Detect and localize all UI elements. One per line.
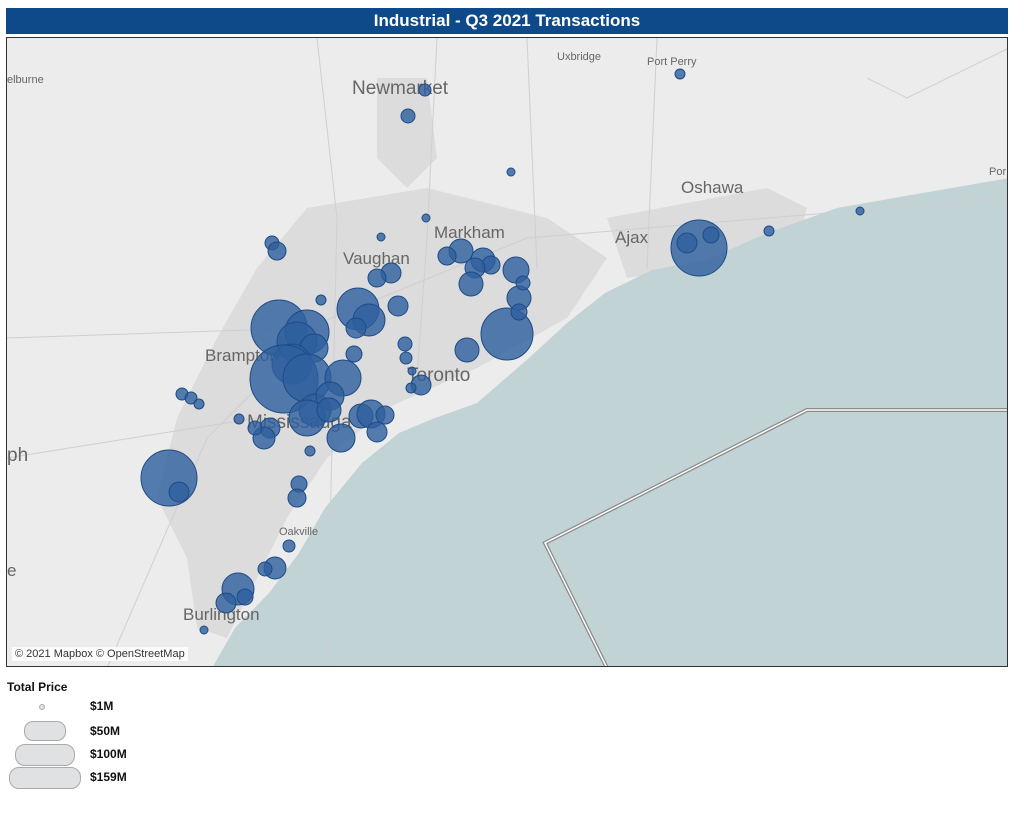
transaction-bubble[interactable]	[506, 167, 516, 177]
transaction-bubble[interactable]	[199, 625, 209, 635]
label-west: e	[7, 561, 16, 580]
transaction-bubble[interactable]	[387, 295, 409, 317]
label-oakville: Oakville	[279, 526, 318, 538]
transaction-bubble[interactable]	[282, 539, 296, 553]
transaction-bubble[interactable]	[304, 445, 316, 457]
legend-item: $100M	[7, 744, 207, 767]
transaction-bubble[interactable]	[366, 421, 388, 443]
transaction-bubble[interactable]	[515, 275, 531, 291]
transaction-bubble[interactable]	[763, 225, 775, 237]
legend-item: $1M	[7, 698, 207, 721]
legend-item: $50M	[7, 721, 207, 744]
lake-ontario	[213, 178, 1007, 666]
transaction-bubble[interactable]	[454, 337, 480, 363]
legend-title: Total Price	[7, 680, 68, 694]
transaction-bubble[interactable]	[418, 83, 432, 97]
transaction-bubble[interactable]	[674, 68, 686, 80]
transaction-bubble[interactable]	[367, 268, 387, 288]
transaction-bubble[interactable]	[376, 232, 386, 242]
transaction-bubble[interactable]	[168, 481, 190, 503]
transaction-bubble[interactable]	[326, 423, 356, 453]
legend-symbol-1m	[39, 704, 45, 710]
map-attribution[interactable]: © 2021 Mapbox © OpenStreetMap	[12, 647, 188, 661]
map-title: Industrial - Q3 2021 Transactions	[6, 8, 1008, 34]
label-uxbridge: Uxbridge	[557, 51, 601, 63]
transaction-bubble[interactable]	[437, 246, 457, 266]
transaction-bubble[interactable]	[184, 391, 198, 405]
transaction-bubble[interactable]	[421, 213, 431, 223]
transaction-bubble[interactable]	[397, 336, 413, 352]
label-port: Por	[989, 166, 1006, 178]
transaction-bubble[interactable]	[215, 592, 237, 614]
transaction-bubble[interactable]	[405, 382, 417, 394]
transaction-bubble[interactable]	[345, 317, 367, 339]
label-oshawa: Oshawa	[681, 178, 744, 197]
transaction-bubble[interactable]	[345, 345, 363, 363]
transaction-bubble[interactable]	[236, 588, 254, 606]
transaction-bubble[interactable]	[140, 449, 198, 507]
transaction-bubble[interactable]	[510, 303, 528, 321]
transaction-bubble[interactable]	[480, 307, 534, 361]
transaction-bubble[interactable]	[676, 232, 698, 254]
legend-symbol-100m	[15, 744, 75, 766]
transaction-bubble[interactable]	[702, 226, 720, 244]
transaction-bubble[interactable]	[375, 405, 395, 425]
transaction-bubble[interactable]	[855, 206, 865, 216]
transaction-bubbles[interactable]	[140, 68, 865, 635]
transaction-bubble[interactable]	[400, 108, 416, 124]
transaction-bubble[interactable]	[287, 488, 307, 508]
transaction-bubble[interactable]	[458, 271, 484, 297]
legend-label: $1M	[90, 699, 114, 713]
transaction-bubble[interactable]	[316, 397, 342, 423]
label-shelburne: elburne	[7, 74, 44, 86]
transaction-bubble[interactable]	[267, 241, 287, 261]
label-markham: Markham	[434, 223, 505, 242]
legend-label: $100M	[90, 747, 127, 761]
label-ajax: Ajax	[615, 228, 649, 247]
transaction-bubble[interactable]	[399, 351, 413, 365]
legend-label: $50M	[90, 724, 121, 738]
legend-label: $159M	[90, 770, 127, 784]
legend-item: $159M	[7, 767, 207, 790]
label-vaughan: Vaughan	[343, 249, 410, 268]
map-canvas[interactable]: Newmarket Uxbridge Port Perry Oshawa Aja…	[7, 38, 1008, 667]
label-guelph: ph	[7, 445, 28, 466]
legend-symbol-159m	[9, 767, 81, 789]
label-burlington: Burlington	[183, 605, 260, 624]
label-port-perry: Port Perry	[647, 56, 697, 68]
transaction-bubble[interactable]	[407, 366, 417, 376]
label-newmarket: Newmarket	[352, 78, 449, 99]
transaction-bubble[interactable]	[233, 413, 245, 425]
transaction-bubble[interactable]	[193, 398, 205, 410]
map-view[interactable]: Newmarket Uxbridge Port Perry Oshawa Aja…	[6, 37, 1008, 667]
transaction-bubble[interactable]	[257, 561, 273, 577]
transaction-bubble[interactable]	[315, 294, 327, 306]
legend-symbol-50m	[24, 721, 66, 741]
size-legend: Total Price $1M $50M $100M $159M	[7, 680, 207, 790]
transaction-bubble[interactable]	[247, 420, 263, 436]
